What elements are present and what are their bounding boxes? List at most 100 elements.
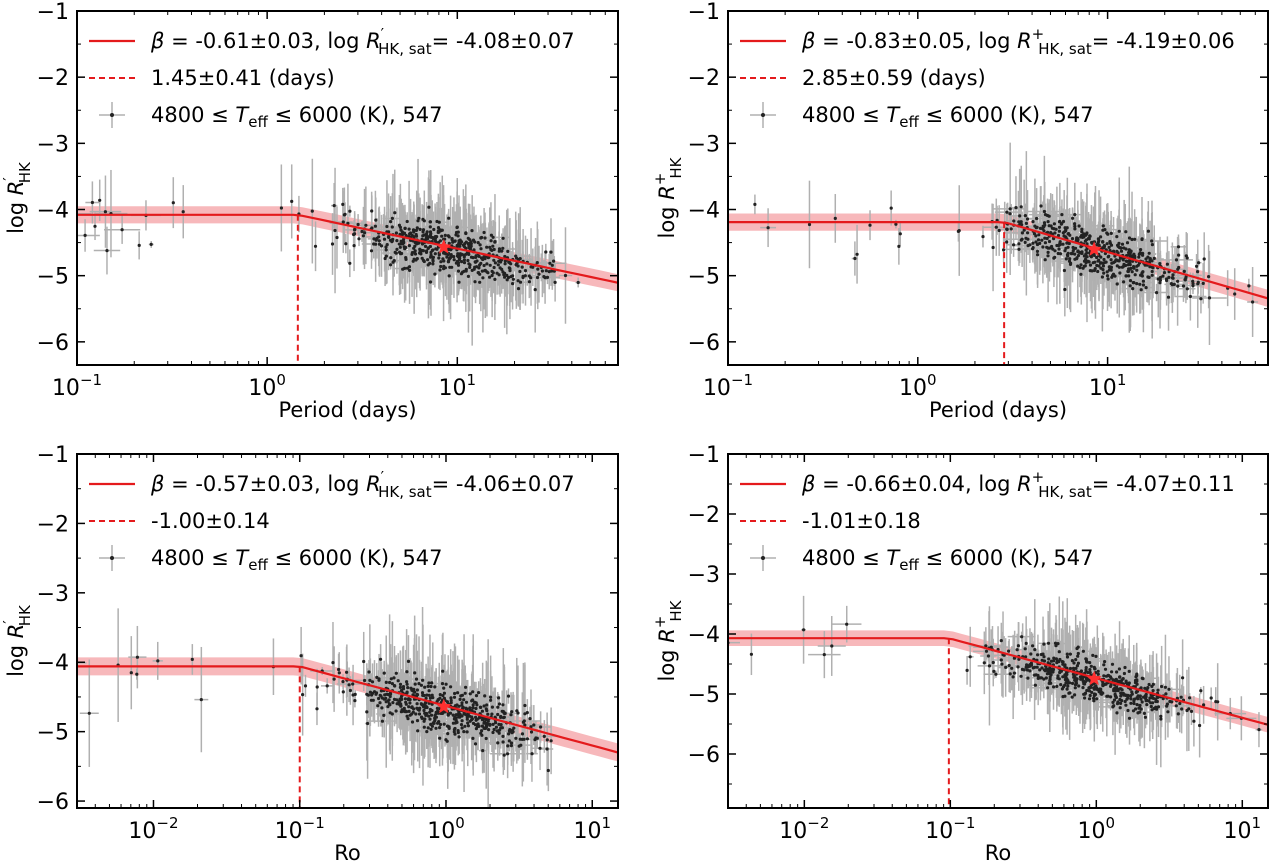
data-point — [1061, 242, 1065, 246]
data-point — [344, 242, 348, 246]
data-point — [453, 704, 457, 708]
data-point — [442, 267, 446, 271]
data-point — [897, 244, 901, 248]
data-point — [90, 200, 94, 205]
data-point — [465, 730, 469, 734]
data-point — [1158, 278, 1162, 282]
data-point — [1047, 246, 1052, 250]
plot-area — [77, 158, 618, 365]
data-point — [417, 216, 421, 220]
plot-area — [728, 595, 1268, 808]
data-point — [516, 287, 521, 291]
data-point — [421, 234, 425, 238]
data-point — [400, 230, 404, 234]
data-point — [497, 722, 501, 727]
legend-fit-text: = -0.83±0.05, log — [822, 29, 1017, 53]
data-point — [451, 240, 455, 244]
y-axis-label-log: log — [655, 200, 679, 239]
data-point — [353, 699, 357, 703]
data-point — [471, 706, 475, 710]
x-tick-label: 100 — [248, 371, 286, 401]
data-point — [455, 225, 459, 230]
median-star-marker — [436, 239, 452, 254]
data-point — [501, 740, 505, 744]
data-point — [496, 705, 500, 709]
data-point — [1109, 258, 1113, 262]
data-point — [527, 274, 531, 278]
data-point — [1100, 275, 1104, 279]
data-point — [399, 704, 403, 708]
data-point — [1076, 249, 1080, 253]
data-point — [545, 275, 550, 279]
data-point — [490, 273, 494, 278]
data-point — [529, 265, 533, 269]
data-point — [372, 237, 376, 241]
data-point — [1038, 226, 1043, 230]
data-point — [418, 227, 422, 231]
data-point — [485, 721, 489, 726]
data-point — [396, 679, 400, 683]
x-tick-label: 101 — [1089, 371, 1127, 401]
data-point — [481, 749, 485, 753]
data-point — [497, 696, 501, 700]
data-point — [394, 671, 398, 675]
data-point — [468, 719, 472, 723]
data-point — [533, 288, 537, 292]
x-tick-label-base: 10 — [128, 819, 156, 844]
data-point — [433, 252, 437, 256]
data-point — [402, 245, 406, 249]
legend-fit-text: = -0.57±0.03, log — [171, 472, 366, 496]
data-point — [452, 695, 457, 699]
data-point — [1024, 221, 1028, 225]
data-point — [331, 661, 335, 665]
data-point — [404, 233, 408, 238]
data-point — [1124, 247, 1128, 251]
data-point — [433, 685, 437, 689]
data-point — [398, 697, 402, 701]
data-point — [1067, 259, 1072, 263]
x-tick-label: 10−2 — [128, 814, 178, 844]
data-point — [436, 721, 440, 725]
data-point — [366, 721, 370, 726]
data-point — [1081, 234, 1085, 238]
data-point — [440, 682, 445, 686]
y-axis-label-superscript: + — [651, 173, 669, 186]
x-tick-label: 10−1 — [275, 814, 325, 844]
y-tick-label: −2 — [688, 66, 720, 91]
y-tick-label: −3 — [37, 132, 69, 157]
data-point — [1062, 268, 1066, 273]
data-point — [431, 255, 435, 259]
data-point — [476, 271, 480, 275]
data-point — [1060, 213, 1064, 217]
data-point — [438, 268, 442, 272]
plot-frame — [727, 10, 1269, 366]
data-point — [83, 233, 87, 237]
data-point — [466, 724, 470, 728]
y-axis-label-symbol: R — [4, 624, 28, 639]
data-point — [1036, 238, 1041, 242]
data-point — [1135, 268, 1139, 272]
data-point — [1150, 259, 1154, 263]
data-point — [353, 232, 357, 236]
y-axis-label-subscript: HK — [16, 604, 34, 626]
x-tick-label-exponent: 1 — [1117, 371, 1127, 389]
data-point — [410, 688, 414, 692]
data-point — [466, 721, 470, 725]
data-point — [480, 733, 484, 737]
data-point — [341, 202, 345, 206]
data-point — [1195, 264, 1199, 268]
data-point — [1064, 257, 1068, 261]
data-point — [393, 211, 397, 215]
data-point — [1108, 240, 1112, 244]
data-point — [410, 705, 414, 710]
data-point — [468, 265, 472, 269]
data-point — [469, 244, 473, 248]
y-tick-label: −1 — [37, 443, 69, 468]
data-point — [135, 655, 139, 659]
data-point — [374, 691, 379, 695]
data-point — [535, 261, 539, 265]
data-point — [1065, 241, 1069, 245]
data-point — [333, 228, 337, 233]
data-point — [468, 692, 472, 696]
